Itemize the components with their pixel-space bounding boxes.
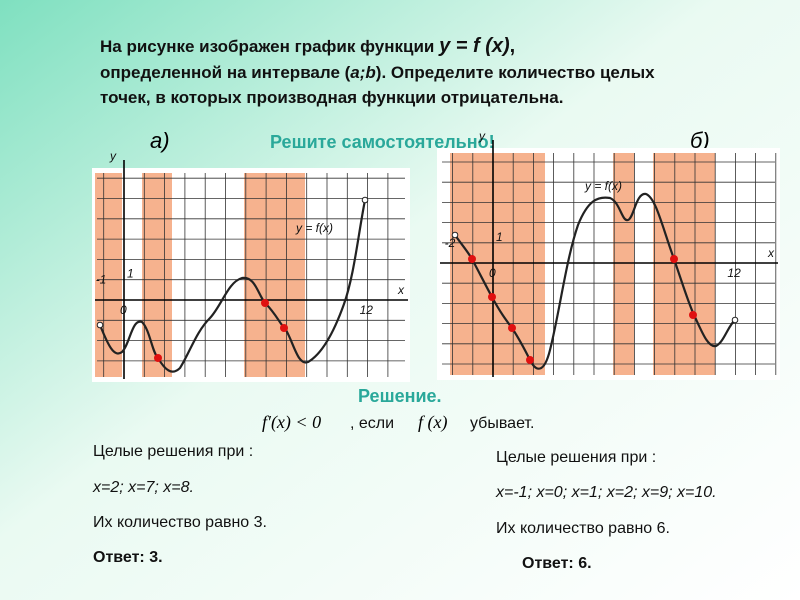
- tick-label: -1: [96, 273, 107, 287]
- decreasing-strip: [142, 173, 172, 377]
- point: [280, 324, 288, 332]
- function-label: y = f(x): [295, 221, 333, 235]
- answer: 6.: [578, 555, 591, 572]
- point: [488, 293, 496, 301]
- point: [154, 354, 162, 362]
- label-b: б): [690, 128, 710, 153]
- text: определенной на интервале (: [100, 63, 351, 82]
- tick-label: 0: [120, 303, 127, 317]
- point: [670, 255, 678, 263]
- points: x=2; x=7; x=8.: [92, 479, 194, 496]
- graph-a: y x 1 -1 0 12 y = f(x): [92, 149, 410, 382]
- point: [689, 311, 697, 319]
- point: [261, 299, 269, 307]
- endpoint: [731, 316, 739, 324]
- decreasing-strip: [450, 153, 545, 375]
- answer-label: Ответ:: [522, 555, 574, 572]
- tick-label: -2: [445, 236, 456, 250]
- text: ,: [510, 35, 516, 57]
- graph-b: y x 1 -2 0 12 y = f(x): [437, 129, 780, 380]
- endpoint: [96, 321, 104, 329]
- intro: Целые решения при :: [496, 449, 656, 466]
- point: [526, 356, 534, 364]
- endpoint: [451, 231, 459, 239]
- count: Их количество равно 6.: [496, 520, 670, 537]
- text: , если: [350, 415, 394, 432]
- curve: [98, 199, 367, 373]
- derivative: f′(x) < 0: [262, 412, 321, 433]
- curve: [454, 192, 736, 370]
- tick-label: 12: [360, 303, 374, 317]
- svg-text:Ответ: 3.: Ответ: 3.: [93, 549, 163, 566]
- tick-label: 1: [496, 230, 503, 244]
- problem-line1: На рисунке изображен график функции y = …: [100, 35, 515, 57]
- points: x=-1; x=0; x=1; x=2; x=9; x=10.: [495, 484, 717, 501]
- tick-label: 1: [127, 267, 134, 281]
- y-label: y: [478, 129, 486, 143]
- point: [508, 324, 516, 332]
- answer: 3.: [149, 549, 162, 566]
- intro: Целые решения при :: [93, 443, 253, 460]
- endpoint: [361, 196, 369, 204]
- function-label: y = f(x): [584, 179, 622, 193]
- point: [468, 255, 476, 263]
- tick-label: 0: [489, 266, 496, 280]
- label-a: а): [150, 128, 170, 153]
- interval: a;b: [350, 63, 376, 82]
- x-label: x: [397, 283, 405, 297]
- function: f (x): [418, 412, 447, 433]
- text: ). Определите количество целых: [376, 63, 655, 82]
- decreasing-strip: [244, 173, 305, 377]
- text: На рисунке изображен график функции: [100, 37, 434, 56]
- solution-title: Решение.: [358, 386, 442, 406]
- problem-line3: точек, в которых производная функции отр…: [100, 88, 563, 107]
- task-label: Решите самостоятельно!: [270, 132, 495, 152]
- tick-label: 12: [727, 266, 741, 280]
- formula: y = f (x): [438, 35, 510, 57]
- problem-line2: определенной на интервале (a;b). Определ…: [100, 63, 655, 82]
- text: убывает.: [470, 415, 534, 432]
- answer-label: Ответ:: [93, 549, 145, 566]
- y-label: y: [109, 149, 117, 163]
- decreasing-strip: [653, 153, 715, 375]
- count: Их количество равно 3.: [93, 514, 267, 531]
- x-label: x: [767, 246, 775, 260]
- svg-text:Ответ: 6.: Ответ: 6.: [522, 555, 592, 572]
